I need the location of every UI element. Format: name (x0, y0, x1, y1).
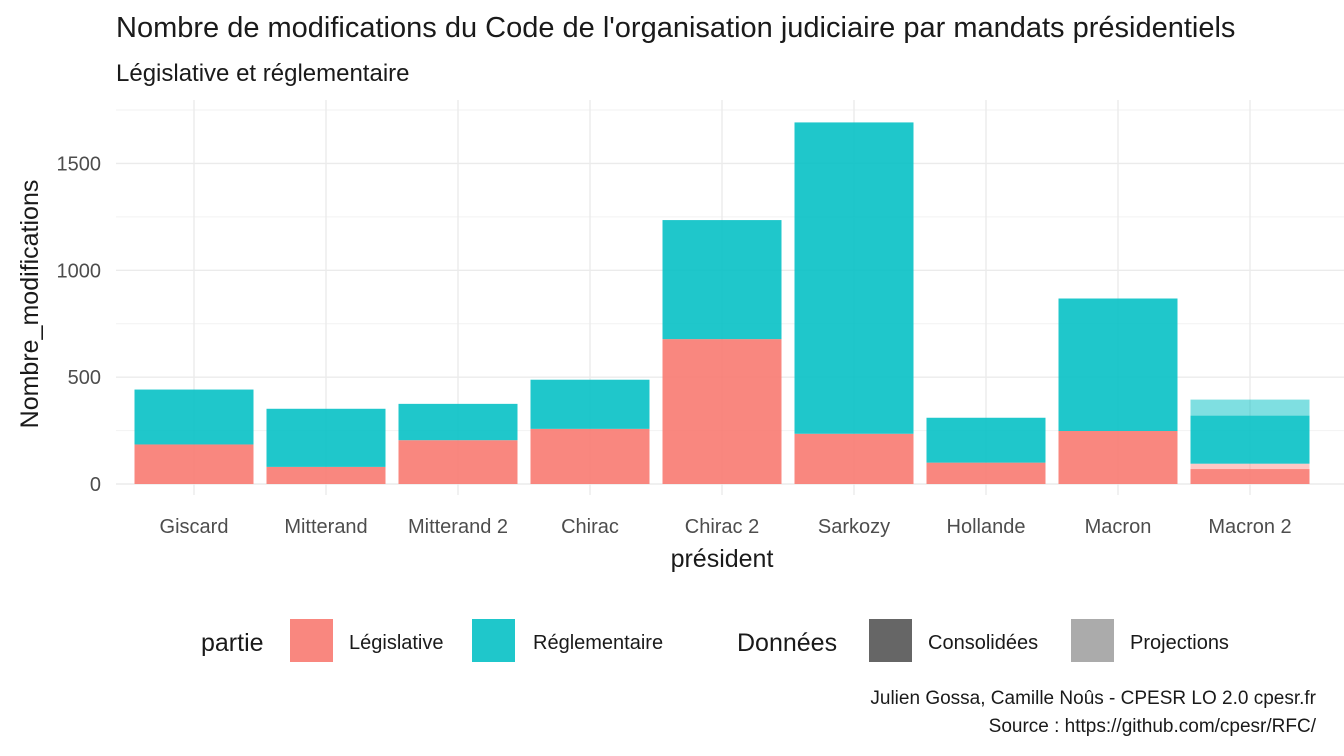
caption-authors: Julien Gossa, Camille Noûs - CPESR LO 2.… (870, 688, 1316, 709)
x-tick-label: Mitterand 2 (408, 516, 508, 538)
bar-reglementaire (398, 403, 518, 441)
legend-title-donnees: Données (737, 629, 837, 657)
legend-label: Réglementaire (533, 632, 663, 654)
y-tick-label: 0 (90, 474, 101, 496)
x-tick-label: Chirac 2 (685, 516, 759, 538)
legend-key-consolidees (869, 619, 912, 662)
x-tick-label: Hollande (947, 516, 1026, 538)
x-tick-label: Sarkozy (818, 516, 890, 538)
bar-legislative-projection (1190, 463, 1310, 470)
bar-legislative (926, 462, 1046, 484)
y-tick-label: 1000 (57, 260, 102, 282)
bar-legislative (398, 440, 518, 484)
bar-reglementaire (530, 379, 650, 429)
bar-reglementaire (926, 417, 1046, 463)
legend-key-legislative (290, 619, 333, 662)
bar-reglementaire-projection (1190, 399, 1310, 416)
x-tick-label: Mitterand (284, 516, 367, 538)
bar-legislative (662, 339, 782, 484)
x-tick-label: Macron 2 (1208, 516, 1291, 538)
bar-legislative (266, 466, 386, 484)
chart-title: Nombre de modifications du Code de l'org… (116, 12, 1236, 44)
bar-legislative (1190, 469, 1310, 484)
legend-title-partie: partie (201, 629, 264, 657)
bar-legislative (134, 444, 254, 484)
chart-subtitle: Législative et réglementaire (116, 60, 410, 87)
y-tick-label: 1500 (57, 153, 102, 175)
legend-label: Législative (349, 632, 444, 654)
bar-reglementaire (794, 122, 914, 434)
y-tick-label: 500 (68, 367, 101, 389)
bar-reglementaire (662, 220, 782, 340)
bar-legislative (530, 428, 650, 484)
legend-key-reglementaire (472, 619, 515, 662)
bar-legislative (794, 433, 914, 484)
caption-source: Source : https://github.com/cpesr/RFC/ (988, 716, 1316, 737)
bar-reglementaire (266, 408, 386, 467)
bar-reglementaire (134, 389, 254, 445)
x-tick-label: Giscard (160, 516, 229, 538)
legend-label: Projections (1130, 632, 1229, 654)
legend-key-projections (1071, 619, 1114, 662)
x-tick-label: Macron (1085, 516, 1152, 538)
bar-legislative (1058, 431, 1178, 484)
bar-reglementaire (1058, 298, 1178, 432)
x-axis-title: président (671, 545, 774, 573)
y-axis-title: Nombre_modifications (16, 180, 44, 429)
legend-label: Consolidées (928, 632, 1038, 654)
bar-reglementaire (1190, 415, 1310, 464)
x-tick-label: Chirac (561, 516, 619, 538)
